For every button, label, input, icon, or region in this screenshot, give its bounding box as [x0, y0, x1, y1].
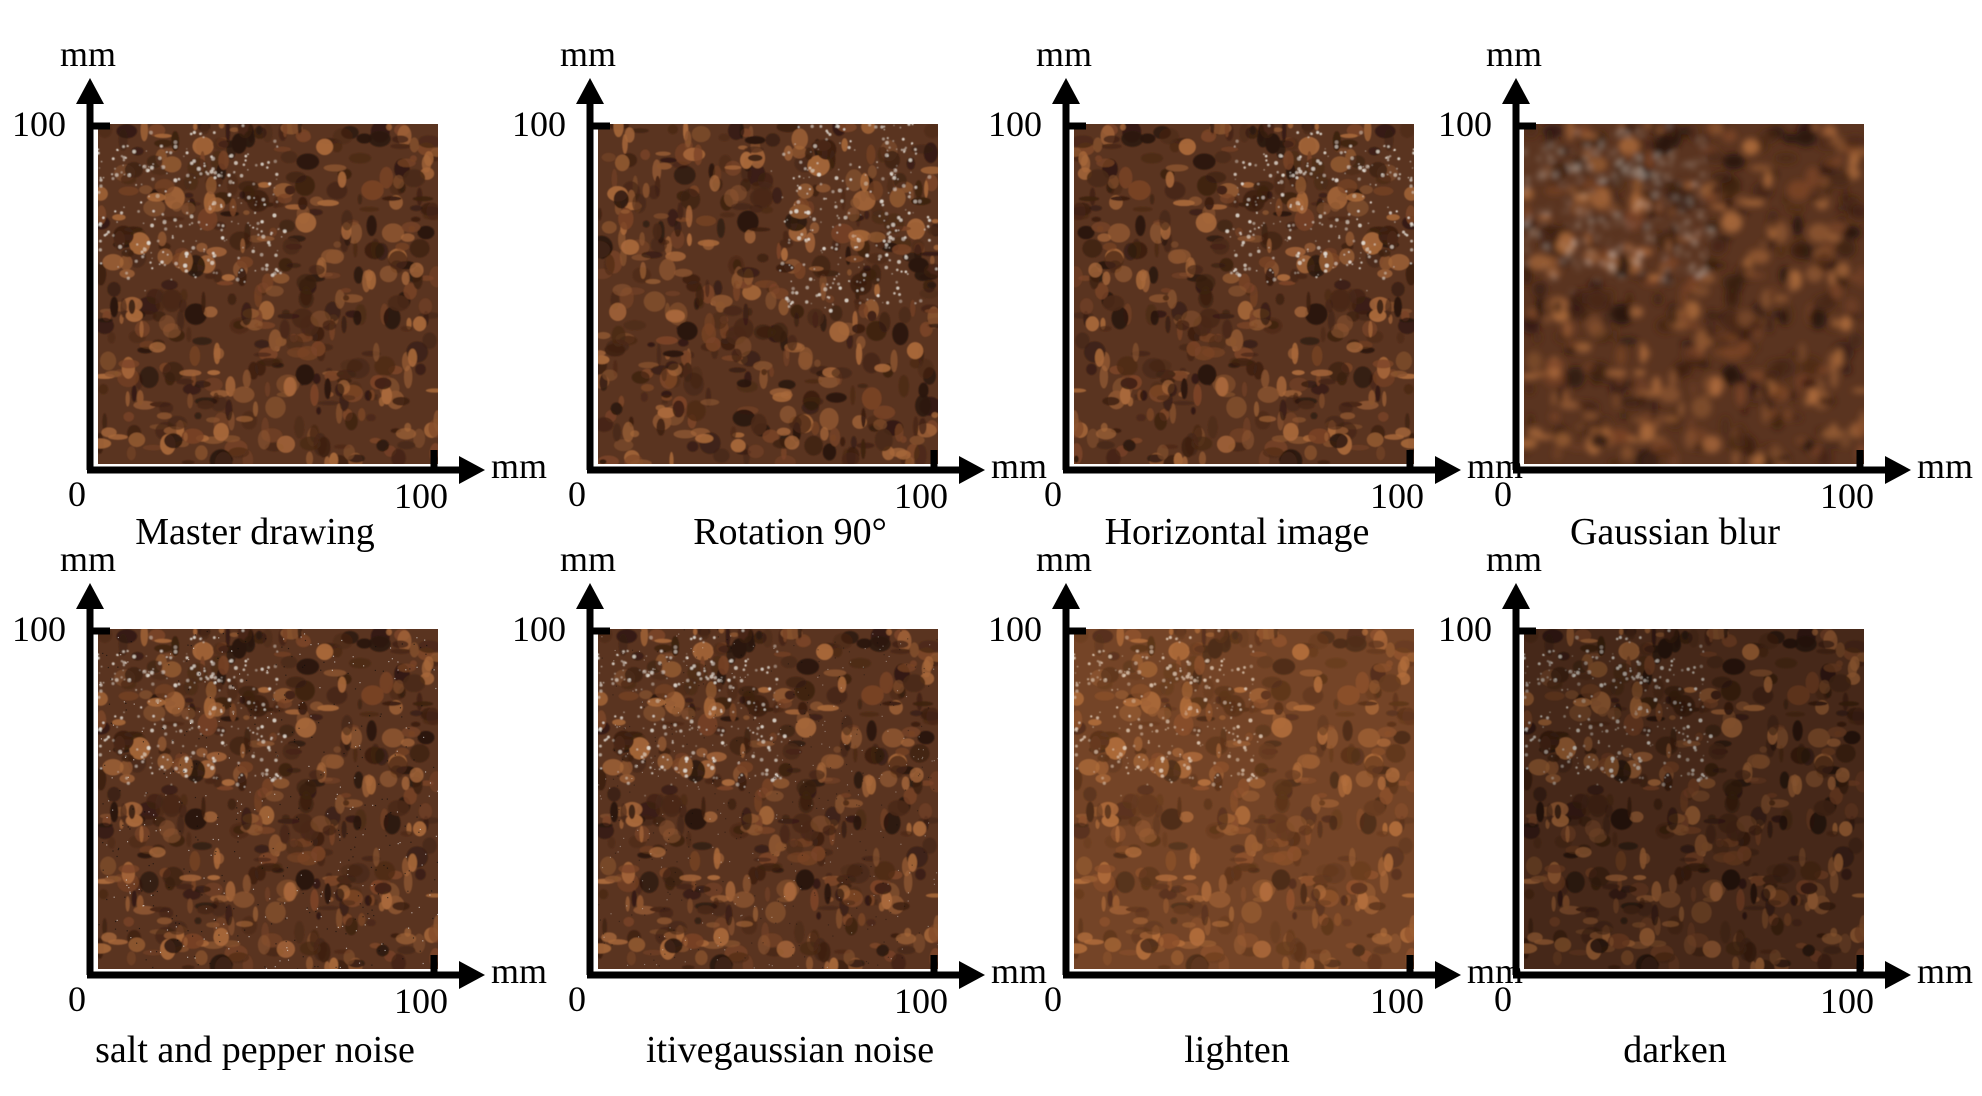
y-max-label: 100 — [512, 609, 566, 649]
x-max-label: 100 — [1370, 981, 1424, 1021]
x-axis-unit: mm — [991, 951, 1048, 991]
sample-photo — [1074, 629, 1414, 969]
sample-photo — [1524, 124, 1864, 464]
y-axis-arrow — [1052, 583, 1080, 609]
y-max-label: 100 — [988, 104, 1042, 144]
x-axis-arrow — [1885, 456, 1911, 484]
x-axis-arrow — [1435, 456, 1461, 484]
y-axis-arrow — [576, 583, 604, 609]
y-axis-unit: mm — [60, 539, 117, 579]
panel-caption: Gaussian blur — [1569, 511, 1781, 553]
x-axis-arrow — [959, 961, 985, 989]
x-max-label: 100 — [1820, 981, 1874, 1021]
y-axis-unit: mm — [1486, 34, 1543, 74]
stone-texture-image — [98, 629, 438, 969]
panel-caption: Rotation 90° — [693, 511, 887, 553]
x-max-label: 100 — [394, 981, 448, 1021]
panel-caption: darken — [1623, 1029, 1727, 1071]
y-max-label: 100 — [988, 609, 1042, 649]
stone-texture-image — [1074, 124, 1414, 464]
x-max-label: 100 — [1820, 476, 1874, 516]
y-axis-unit: mm — [560, 34, 617, 74]
x-axis-unit: mm — [1917, 951, 1974, 991]
x-max-label: 100 — [894, 981, 948, 1021]
sample-photo — [98, 124, 438, 464]
x-axis-arrow — [1885, 961, 1911, 989]
y-max-label: 100 — [12, 609, 66, 649]
sample-photo — [1074, 124, 1414, 464]
x-axis-arrow — [459, 961, 485, 989]
y-max-label: 100 — [12, 104, 66, 144]
y-axis-arrow — [1502, 583, 1530, 609]
sample-photo — [1524, 629, 1864, 969]
origin-label: 0 — [1494, 979, 1512, 1019]
panel-caption: itivegaussian noise — [645, 1029, 935, 1071]
x-max-label: 100 — [894, 476, 948, 516]
x-axis-unit: mm — [491, 446, 548, 486]
sample-photo — [598, 629, 938, 969]
stone-texture-image — [1074, 629, 1414, 969]
panel-caption: Master drawing — [135, 511, 375, 553]
y-axis-unit: mm — [560, 539, 617, 579]
x-axis-arrow — [459, 456, 485, 484]
y-axis-unit: mm — [1036, 539, 1093, 579]
origin-label: 0 — [568, 474, 586, 514]
y-max-label: 100 — [512, 104, 566, 144]
y-axis-unit: mm — [1486, 539, 1543, 579]
sample-photo — [98, 629, 438, 969]
stone-texture-image — [598, 629, 938, 969]
stone-texture-image — [1524, 124, 1864, 464]
panel-caption: salt and pepper noise — [95, 1029, 415, 1071]
y-axis-unit: mm — [1036, 34, 1093, 74]
x-axis-unit: mm — [1917, 446, 1974, 486]
x-axis-unit: mm — [491, 951, 548, 991]
stone-texture-image — [598, 124, 938, 464]
y-max-label: 100 — [1438, 104, 1492, 144]
sample-photo — [598, 124, 938, 464]
panel-caption: lighten — [1184, 1029, 1290, 1071]
y-axis-arrow — [76, 583, 104, 609]
origin-label: 0 — [1494, 474, 1512, 514]
panel-caption: Horizontal image — [1104, 511, 1370, 553]
y-axis-arrow — [1502, 78, 1530, 104]
x-max-label: 100 — [1370, 476, 1424, 516]
stone-texture-image — [1524, 629, 1864, 969]
y-axis-arrow — [1052, 78, 1080, 104]
y-max-label: 100 — [1438, 609, 1492, 649]
origin-label: 0 — [1044, 979, 1062, 1019]
y-axis-arrow — [576, 78, 604, 104]
x-axis-arrow — [959, 456, 985, 484]
x-axis-unit: mm — [991, 446, 1048, 486]
y-axis-arrow — [76, 78, 104, 104]
origin-label: 0 — [1044, 474, 1062, 514]
origin-label: 0 — [568, 979, 586, 1019]
y-axis-unit: mm — [60, 34, 117, 74]
origin-label: 0 — [68, 474, 86, 514]
stone-texture-image — [98, 124, 438, 464]
origin-label: 0 — [68, 979, 86, 1019]
x-max-label: 100 — [394, 476, 448, 516]
x-axis-arrow — [1435, 961, 1461, 989]
